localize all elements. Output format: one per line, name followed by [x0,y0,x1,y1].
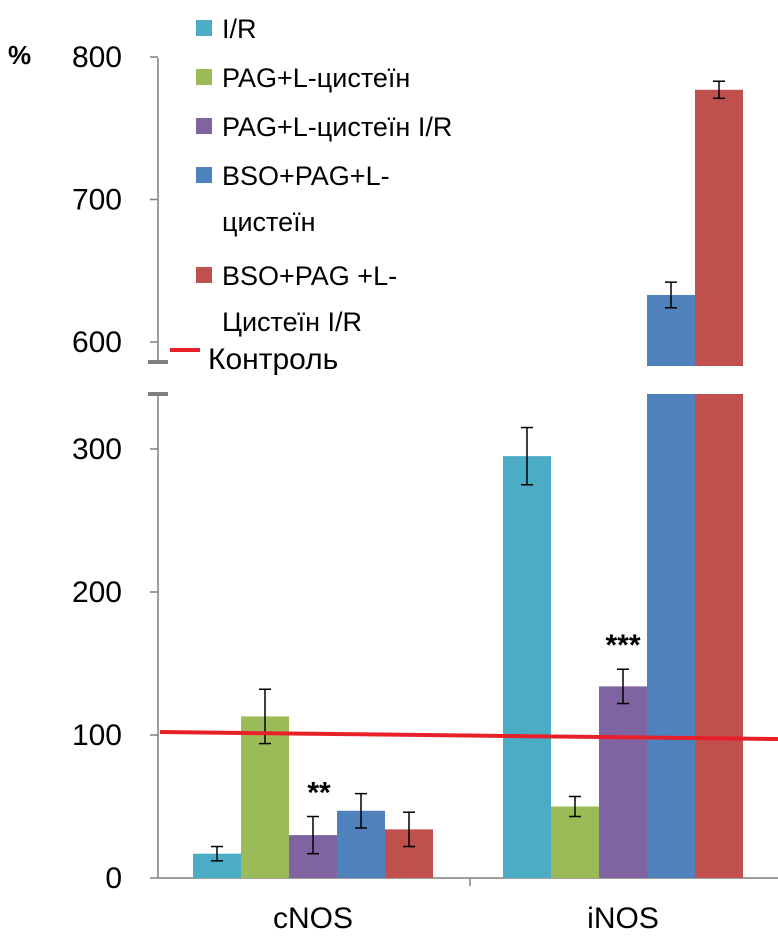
bar [551,806,599,878]
legend-swatch [196,118,212,134]
significance-annotation: ** [307,777,331,810]
category-label: cNOS [273,902,353,935]
legend-swatch [196,167,212,183]
bars [193,89,743,878]
legend-swatch [196,267,212,283]
y-tick-label: 100 [72,719,122,752]
legend-swatch [196,20,212,36]
bar [503,456,551,878]
legend-label: BSO+PAG+L- [222,161,390,191]
legend-label: I/R [222,14,257,44]
legend-control-label: Контроль [208,343,338,376]
legend-label: PAG+L-цистеїн I/R [222,112,452,142]
y-tick-label: 200 [72,576,122,609]
bar-lower-segment [647,394,695,878]
y-tick-label: 0 [105,862,122,895]
y-tick-labels: 0 100 200 300 600 700 800 [72,41,158,895]
y-tick-label: 300 [72,433,122,466]
legend: I/R PAG+L-цистеїн PAG+L-цистеїн I/R BSO+PAG… [170,14,452,376]
y-tick-label: 700 [72,184,122,217]
annotations: ***** [307,629,641,809]
y-tick-label: 600 [72,326,122,359]
y-unit-label: % [8,40,31,70]
category-label: iNOS [587,902,659,935]
category-labels: cNOS iNOS [273,902,659,935]
legend-label: Цистеїн I/R [222,307,362,337]
legend-label: PAG+L-цистеїн [222,63,410,93]
error-bars [211,80,725,862]
legend-label: цистеїн [222,207,316,237]
bar-lower-segment [695,394,743,878]
legend-label: BSO+PAG +L- [222,261,397,291]
bar [599,686,647,878]
legend-swatch [196,69,212,85]
significance-annotation: *** [605,629,640,662]
y-tick-label: 800 [72,41,122,74]
bar-upper-segment [695,89,743,367]
control-line [159,730,778,741]
